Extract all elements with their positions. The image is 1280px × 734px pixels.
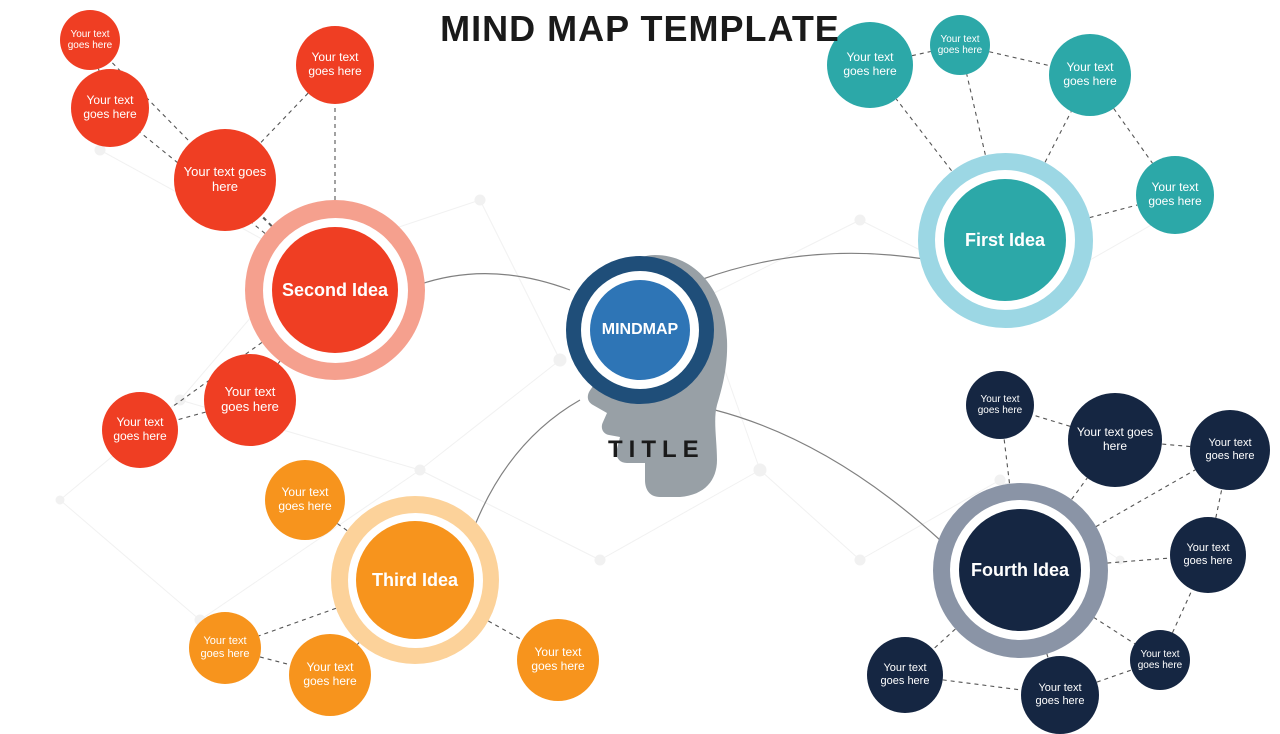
leaf-node: Your text goes here [867,637,943,713]
leaf-node: Your text goes here [1130,630,1190,690]
idea-label: Fourth Idea [971,560,1069,581]
leaf-node: Your text goes here [1136,156,1214,234]
leaf-node: Your text goes here [71,69,149,147]
idea-node-first: First Idea [918,153,1093,328]
idea-node-second: Second Idea [245,200,425,380]
leaf-node: Your text goes here [174,129,276,231]
leaf-node: Your text goes here [1068,393,1162,487]
leaf-node: Your text goes here [189,612,261,684]
leaf-node: Your text goes here [296,26,374,104]
leaf-node: Your text goes here [60,10,120,70]
center-node: MINDMAP [566,256,714,404]
leaf-node: Your text goes here [265,460,345,540]
idea-label: Third Idea [372,570,458,591]
idea-label: Second Idea [282,280,388,301]
leaf-node: Your text goes here [204,354,296,446]
leaf-node: Your text goes here [966,371,1034,439]
idea-node-fourth: Fourth Idea [933,483,1108,658]
leaf-node: Your text goes here [827,22,913,108]
idea-label: First Idea [965,230,1045,251]
leaf-node: Your text goes here [102,392,178,468]
leaf-node: Your text goes here [1170,517,1246,593]
leaf-node: Your text goes here [1190,410,1270,490]
center-label: MINDMAP [602,321,678,339]
leaf-node: Your text goes here [517,619,599,701]
leaf-node: Your text goes here [930,15,990,75]
subtitle: TITLE [608,436,705,464]
leaf-node: Your text goes here [289,634,371,716]
idea-node-third: Third Idea [331,496,499,664]
leaf-node: Your text goes here [1021,656,1099,734]
leaf-node: Your text goes here [1049,34,1131,116]
page-title: MIND MAP TEMPLATE [440,8,840,50]
